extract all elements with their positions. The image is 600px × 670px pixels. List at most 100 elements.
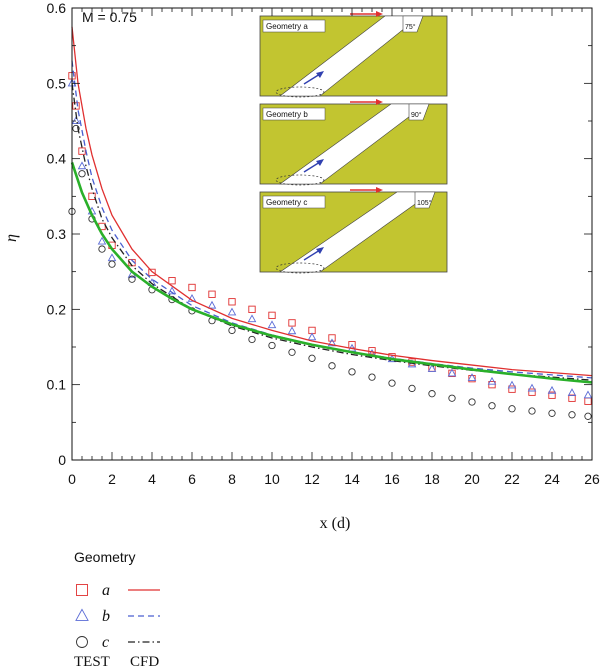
coolant-arrow-head [316, 159, 324, 166]
data-point-c [72, 124, 80, 133]
data-point-b [107, 253, 117, 262]
coolant-arrow [303, 73, 321, 85]
data-point-a [468, 374, 476, 383]
data-point-c [584, 412, 592, 420]
data-point-b [247, 314, 257, 323]
y-axis-title: η [3, 234, 20, 242]
geometry-inset: Geometry c 105° [259, 187, 448, 274]
data-point-a [72, 102, 80, 110]
legend-test-symbol-b [75, 608, 89, 621]
plot-layer [67, 26, 593, 420]
data-point-b [427, 364, 437, 372]
x-tick-label: 10 [264, 471, 280, 487]
x-tick-label: 12 [304, 471, 320, 487]
data-point-a [568, 394, 576, 402]
inset-exit-shape [414, 191, 436, 209]
coolant-arrow [303, 249, 321, 261]
data-point-a [248, 305, 256, 313]
data-point-b [307, 332, 317, 341]
data-point-a [228, 298, 236, 306]
x-tick-label: 0 [68, 471, 76, 487]
x-axis-title: x (d) [320, 515, 351, 532]
y-tick-label: 0.1 [47, 377, 67, 393]
data-point-c [108, 260, 116, 268]
data-point-b [487, 376, 497, 385]
data-point-a [148, 268, 156, 277]
data-point-b [547, 385, 557, 394]
cfd-line-a [71, 26, 593, 377]
legend-test-symbol-c [76, 636, 88, 648]
data-point-b [287, 326, 297, 335]
inset-label-box [262, 107, 326, 121]
inset-label-box [262, 195, 326, 209]
data-point-c [548, 409, 556, 417]
data-point-a [488, 381, 496, 389]
green-fit-line [70, 162, 593, 384]
inset-exit-shape [402, 15, 424, 33]
data-point-c [268, 341, 276, 350]
data-point-b [97, 236, 107, 245]
legend-test-label: TEST [74, 654, 110, 670]
data-point-b [71, 116, 81, 125]
data-point-c [348, 368, 356, 376]
y-tick-label: 0.3 [47, 226, 67, 242]
inset-label-box [262, 19, 326, 33]
data-point-b [507, 380, 517, 389]
data-point-b [327, 338, 337, 347]
data-point-c [98, 245, 106, 253]
data-point-c [368, 373, 376, 381]
x-tick-label: 2 [108, 471, 116, 487]
mainstream-arrow-head [376, 99, 383, 105]
data-point-a [188, 283, 196, 292]
x-tick-label: 22 [504, 471, 520, 487]
legend-entry-b: b [102, 608, 110, 625]
data-point-c [78, 170, 86, 178]
x-tick-label: 4 [148, 471, 156, 487]
data-point-a [268, 311, 276, 320]
mainstream-arrow-head [376, 11, 383, 17]
inset-exit-shape [408, 103, 430, 121]
x-tick-label: 8 [228, 471, 236, 487]
x-tick-label: 16 [384, 471, 400, 487]
geometry-insets: Geometry a 75° Geometry b 90° Geometry c 105° [259, 11, 448, 274]
data-point-c [228, 326, 236, 335]
cfd-line-b [71, 60, 593, 379]
data-point-a [78, 147, 86, 155]
mainstream-arrow-head [376, 187, 383, 193]
axis-layer: 0 2 4 6 8 10 12 14 16 18 20 22 24 2600.10.20.30.40.50… [47, 0, 600, 487]
data-point-b [467, 373, 477, 381]
data-point-c [248, 335, 256, 344]
inset-angle-label: 105° [417, 199, 432, 207]
data-point-a [328, 334, 336, 342]
data-point-c [308, 354, 316, 362]
geometry-inset: Geometry a 75° [259, 11, 448, 98]
data-point-a [88, 192, 96, 200]
data-point-a [288, 319, 296, 327]
y-tick-label: 0.5 [47, 75, 67, 91]
data-point-b [567, 388, 577, 396]
data-point-b [187, 294, 197, 302]
inset-inlet-ellipse [275, 262, 325, 274]
data-point-a [584, 397, 592, 405]
x-tick-label: 14 [344, 471, 360, 487]
legend-entry-c: c [102, 634, 109, 651]
y-tick-label: 0.4 [47, 151, 67, 167]
inset-label: Geometry c [266, 198, 307, 207]
y-tick-label: 0 [58, 452, 66, 468]
data-point-c [468, 398, 476, 406]
data-point-b [207, 300, 217, 309]
y-tick-label: 0.2 [47, 301, 67, 317]
data-point-c [288, 348, 296, 356]
data-point-c [568, 411, 576, 419]
inset-label: Geometry a [266, 22, 308, 31]
x-tick-label: 18 [424, 471, 440, 487]
data-point-c [508, 405, 516, 413]
geometry-inset: Geometry b 90° [259, 99, 448, 186]
legend-entry-a: a [102, 582, 110, 599]
coolant-arrow-head [316, 247, 324, 254]
legend: Geometry a b c TEST CFD [74, 549, 160, 670]
data-point-c [128, 275, 136, 283]
inset-label: Geometry b [266, 110, 308, 119]
inset-inlet-ellipse [275, 174, 325, 186]
